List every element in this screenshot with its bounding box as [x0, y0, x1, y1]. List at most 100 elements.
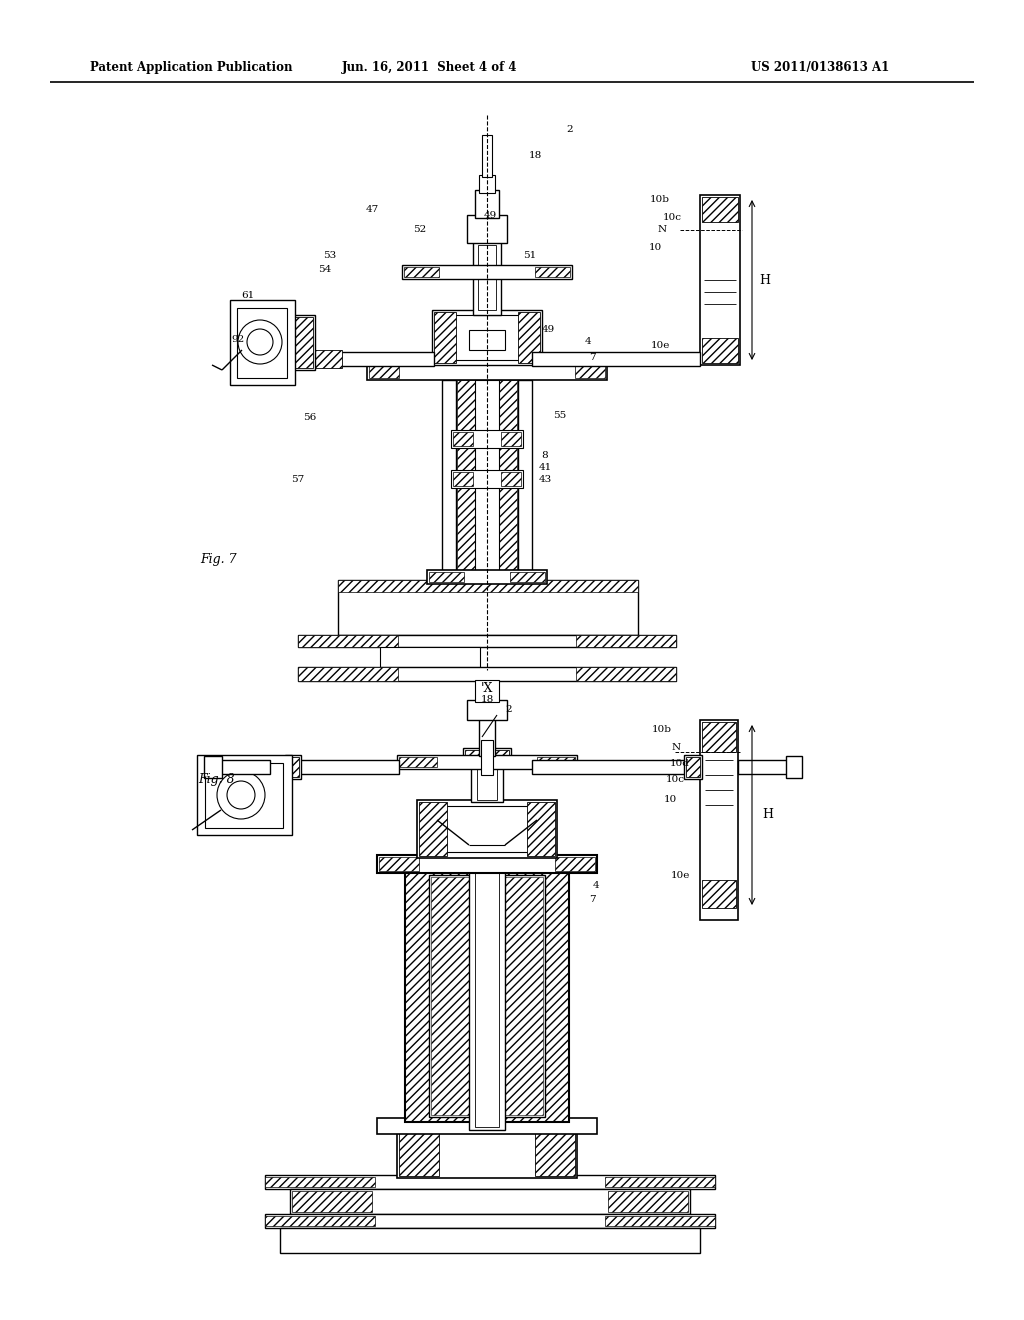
Bar: [457, 380, 517, 579]
Text: 10b: 10b: [650, 195, 670, 205]
Bar: [575, 635, 676, 647]
Bar: [419, 803, 447, 855]
Bar: [312, 350, 342, 368]
Bar: [298, 635, 398, 647]
Bar: [406, 870, 569, 1122]
Bar: [397, 755, 577, 770]
Bar: [478, 246, 496, 310]
Text: 49: 49: [483, 210, 497, 219]
Bar: [479, 176, 495, 193]
Bar: [287, 315, 315, 370]
Bar: [377, 855, 597, 873]
Bar: [575, 362, 605, 378]
Text: H: H: [760, 273, 770, 286]
Text: 10c: 10c: [663, 214, 682, 223]
Bar: [490, 750, 509, 762]
Bar: [605, 1177, 715, 1187]
Text: 4: 4: [585, 338, 591, 346]
Bar: [481, 741, 493, 775]
Bar: [702, 722, 736, 752]
Bar: [265, 1177, 375, 1187]
Bar: [404, 267, 439, 277]
Bar: [702, 338, 738, 363]
Bar: [431, 876, 543, 1115]
Bar: [608, 1191, 688, 1212]
Bar: [453, 473, 473, 486]
Text: 7: 7: [589, 354, 595, 363]
Bar: [399, 756, 437, 767]
Text: 92: 92: [231, 335, 245, 345]
Text: 10d: 10d: [670, 759, 690, 767]
Bar: [453, 432, 473, 446]
Bar: [230, 300, 295, 385]
Bar: [451, 470, 523, 488]
Text: 8: 8: [542, 450, 548, 459]
Bar: [379, 857, 419, 871]
Bar: [477, 766, 497, 800]
Bar: [465, 750, 483, 762]
Bar: [197, 755, 292, 836]
Bar: [501, 432, 521, 446]
Bar: [605, 1216, 715, 1226]
Bar: [475, 380, 499, 579]
Bar: [786, 756, 802, 777]
Bar: [377, 1118, 597, 1134]
Bar: [469, 330, 505, 350]
Bar: [265, 1175, 715, 1189]
Bar: [237, 308, 287, 378]
Text: 56: 56: [303, 413, 316, 422]
Bar: [292, 1191, 372, 1212]
Bar: [298, 667, 398, 681]
Bar: [555, 857, 595, 871]
Bar: [518, 380, 532, 579]
Bar: [338, 579, 638, 635]
Bar: [702, 197, 738, 222]
Bar: [475, 863, 499, 1127]
Text: 10b: 10b: [652, 726, 672, 734]
Bar: [532, 760, 700, 774]
Text: 10e: 10e: [671, 870, 690, 879]
Text: Jun. 16, 2011  Sheet 4 of 4: Jun. 16, 2011 Sheet 4 of 4: [342, 62, 518, 74]
Text: 18: 18: [528, 150, 542, 160]
Bar: [434, 312, 456, 363]
Text: 47: 47: [366, 206, 379, 214]
Bar: [475, 190, 499, 218]
Text: 'X: 'X: [481, 682, 494, 696]
Text: 52: 52: [414, 226, 427, 235]
Text: 57: 57: [292, 475, 304, 484]
Bar: [467, 700, 507, 719]
Bar: [471, 760, 503, 803]
Bar: [463, 748, 511, 764]
Bar: [280, 1228, 700, 1253]
Text: N: N: [657, 226, 667, 235]
Text: Fig. 8: Fig. 8: [198, 774, 234, 787]
Bar: [265, 1214, 715, 1228]
Bar: [380, 647, 480, 667]
Bar: [429, 875, 545, 1117]
Bar: [527, 803, 555, 855]
Bar: [369, 362, 399, 378]
Text: 2: 2: [566, 125, 573, 135]
Bar: [535, 1133, 575, 1176]
Bar: [532, 352, 700, 366]
Bar: [684, 755, 702, 779]
Bar: [686, 756, 700, 777]
Bar: [290, 1189, 690, 1214]
Text: 4: 4: [593, 880, 599, 890]
Bar: [429, 572, 464, 582]
Bar: [700, 195, 740, 366]
Bar: [475, 680, 499, 702]
Bar: [287, 760, 399, 774]
Text: N: N: [672, 743, 681, 752]
Circle shape: [227, 781, 255, 809]
Text: Patent Application Publication: Patent Application Publication: [90, 62, 293, 74]
Bar: [738, 760, 788, 774]
Bar: [298, 635, 676, 647]
Text: Fig. 7: Fig. 7: [200, 553, 237, 566]
Bar: [265, 1216, 375, 1226]
Circle shape: [238, 319, 282, 364]
Text: 10: 10: [664, 796, 677, 804]
Bar: [473, 240, 501, 315]
Bar: [469, 861, 505, 1130]
Bar: [338, 579, 638, 591]
